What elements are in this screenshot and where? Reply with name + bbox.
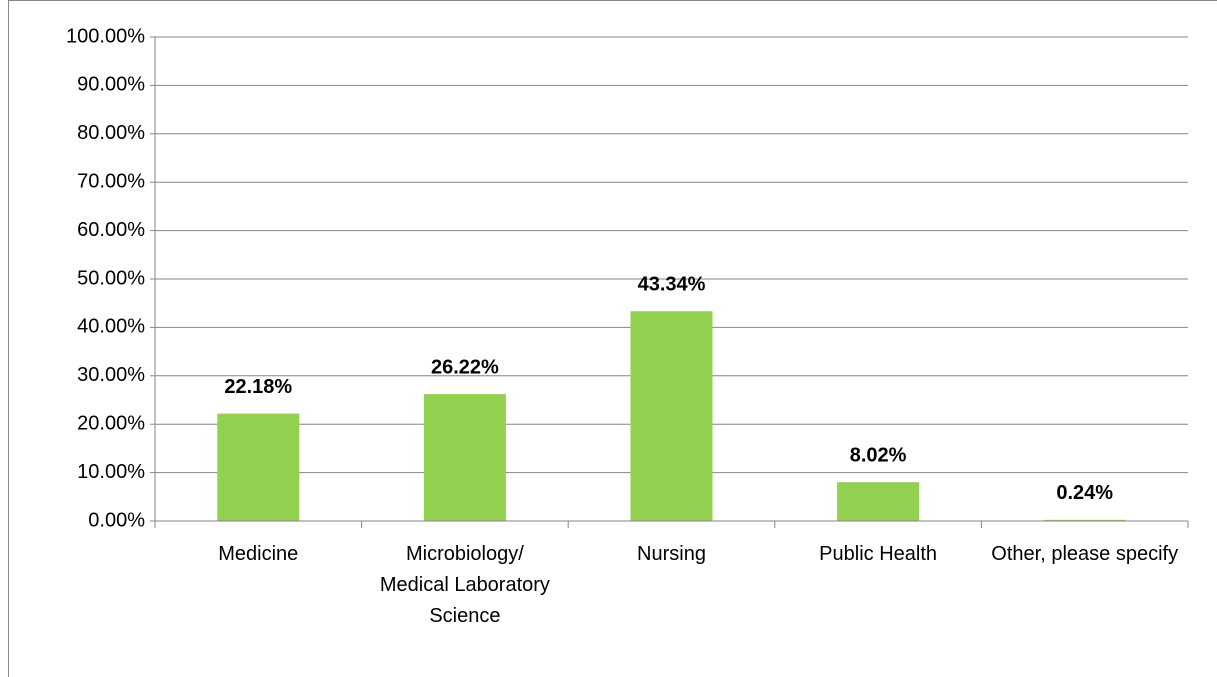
data-label: 0.24% (1056, 482, 1113, 504)
y-tick-label: 10.00% (77, 461, 145, 483)
y-tick-label: 80.00% (77, 122, 145, 144)
data-label: 22.18% (224, 376, 292, 398)
bar (1043, 519, 1126, 521)
x-tick-label: Medicine (218, 543, 299, 565)
y-tick-label: 0.00% (88, 509, 145, 531)
y-tick-label: 90.00% (77, 74, 145, 96)
data-label: 43.34% (638, 274, 706, 296)
x-tick-label: Public Health (819, 543, 938, 565)
y-tick-label: 40.00% (77, 316, 145, 338)
bar (837, 482, 920, 521)
bar (217, 413, 300, 521)
bar (423, 394, 506, 521)
chart-border (8, 0, 1217, 677)
x-tick-label: Nursing (637, 543, 706, 565)
y-tick-label: 60.00% (77, 219, 145, 241)
x-tick-label: Other, please specify (991, 543, 1179, 565)
y-tick-label: 70.00% (77, 170, 145, 192)
y-tick-label: 20.00% (77, 412, 145, 434)
y-tick-label: 100.00% (66, 25, 145, 47)
y-tick-label: 30.00% (77, 364, 145, 386)
data-label: 26.22% (431, 356, 499, 378)
bar (630, 311, 713, 521)
y-tick-label: 50.00% (77, 267, 145, 289)
x-tick-label: Microbiology/ Medical Laboratory Science (379, 543, 550, 627)
data-label: 8.02% (850, 444, 907, 466)
